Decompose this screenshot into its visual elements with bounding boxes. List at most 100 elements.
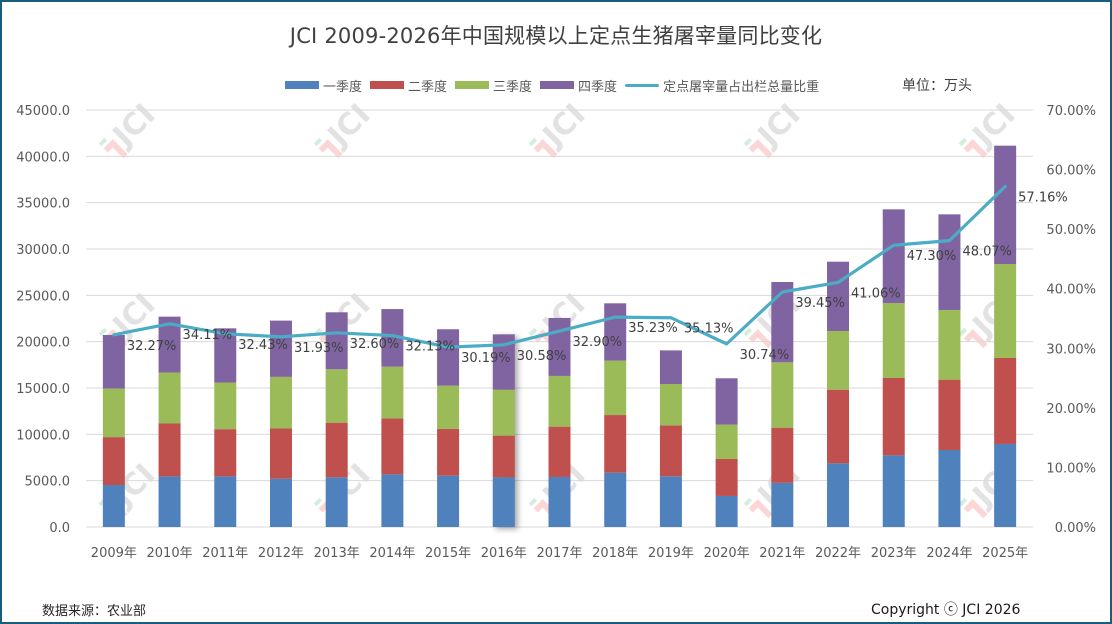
bar-q1 (492, 477, 515, 527)
bar-q1 (381, 474, 404, 527)
watermark-logo-icon: JCI (528, 97, 592, 159)
bar-stack (715, 378, 738, 527)
legend-line-ratio (625, 83, 660, 87)
bar-stack (437, 329, 460, 527)
bar-q1 (659, 476, 682, 527)
ratio-data-label: 35.23% (628, 321, 678, 336)
bar-q3 (771, 362, 794, 428)
x-tick-label: 2013年 (314, 546, 360, 561)
bar-stack (994, 145, 1017, 527)
bar-q2 (158, 423, 181, 477)
bar-q2 (269, 428, 292, 479)
y2-tick-label: 30.00% (1046, 342, 1096, 357)
legend-item-q1: 一季度 (285, 76, 362, 95)
bars (102, 145, 1017, 527)
bar-q3 (437, 385, 460, 429)
bar-q4 (604, 303, 627, 361)
y2-tick-label: 0.00% (1055, 521, 1096, 536)
x-tick-label: 2010年 (147, 546, 193, 561)
y-tick-label: 45000.0 (16, 104, 70, 119)
bar-q4 (492, 334, 515, 390)
bar-q2 (604, 415, 627, 473)
y-axis-left: 0.0 5000.0 10000.0 15000.0 20000.0 25000.0 300… (16, 104, 70, 536)
bar-q3 (269, 376, 292, 429)
ratio-data-label: 31.93% (294, 341, 344, 356)
y-tick-label: 35000.0 (16, 197, 70, 212)
bar-q2 (659, 425, 682, 477)
legend-label-q1: 一季度 (323, 79, 363, 95)
unit-label: 单位：万头 (902, 78, 972, 94)
bar-q1 (102, 485, 125, 527)
y-tick-label: 5000.0 (25, 475, 71, 490)
y2-tick-label: 70.00% (1046, 104, 1096, 119)
bar-q3 (214, 382, 237, 430)
legend: 一季度 二季度 三季度 四季度 定点屠宰量占出栏总量比重 (285, 75, 827, 95)
bar-stack (492, 334, 515, 527)
legend-label-ratio: 定点屠宰量占出栏总量比重 (663, 79, 820, 95)
watermark-logo-icon: JCI (98, 97, 162, 159)
legend-item-q4: 四季度 (540, 76, 617, 95)
ratio-data-label: 32.90% (573, 335, 623, 350)
bar-q4 (882, 209, 905, 304)
y2-tick-label: 60.00% (1046, 164, 1096, 179)
ratio-data-label: 30.19% (461, 351, 511, 366)
bar-stack (882, 209, 905, 527)
bar-q1 (827, 463, 850, 527)
bar-q4 (994, 145, 1017, 265)
ratio-data-label: 35.13% (684, 322, 734, 337)
ratio-data-label: 30.58% (517, 349, 567, 364)
bar-q1 (325, 477, 348, 527)
ratio-data-label: 32.27% (127, 339, 177, 354)
bar-q2 (715, 458, 738, 496)
bar-q1 (715, 495, 738, 527)
bar-q3 (548, 375, 571, 427)
x-tick-label: 2015年 (425, 546, 471, 561)
ratio-data-label: 30.74% (740, 348, 790, 363)
legend-swatch-q4 (540, 81, 575, 89)
bar-q3 (381, 366, 404, 419)
ratio-data-label: 32.13% (405, 340, 455, 355)
bar-q2 (492, 435, 515, 478)
bar-stack (102, 334, 125, 527)
bar-q4 (158, 316, 181, 373)
x-tick-label: 2024年 (926, 546, 972, 561)
y-tick-label: 10000.0 (16, 428, 70, 443)
bar-q4 (269, 320, 292, 377)
bar-q2 (325, 422, 348, 478)
y-tick-label: 40000.0 (16, 150, 70, 165)
bar-q3 (715, 424, 738, 459)
bar-q1 (269, 478, 292, 527)
y2-tick-label: 40.00% (1046, 283, 1096, 298)
bar-q2 (214, 429, 237, 477)
bar-stack (158, 316, 181, 527)
bar-q2 (437, 428, 460, 476)
bar-q4 (771, 281, 794, 363)
ratio-data-label: 41.06% (851, 286, 901, 301)
bar-q1 (938, 449, 961, 527)
legend-label-q3: 三季度 (493, 79, 533, 95)
y-tick-label: 0.0 (49, 521, 70, 536)
x-tick-label: 2014年 (369, 546, 415, 561)
x-tick-label: 2023年 (871, 546, 917, 561)
y-tick-label: 25000.0 (16, 289, 70, 304)
x-tick-label: 2012年 (258, 546, 304, 561)
x-tick-label: 2017年 (536, 546, 582, 561)
bar-q3 (827, 331, 850, 390)
x-tick-label: 2019年 (648, 546, 694, 561)
bar-q2 (938, 379, 961, 450)
ratio-data-label: 34.11% (183, 328, 233, 343)
legend-item-q2: 二季度 (370, 76, 447, 95)
bar-q3 (325, 369, 348, 423)
y2-tick-label: 50.00% (1046, 223, 1096, 238)
y2-tick-label: 10.00% (1046, 461, 1096, 476)
bar-q3 (994, 264, 1017, 358)
bar-stack (381, 309, 404, 527)
x-tick-label: 2020年 (704, 546, 750, 561)
bar-q4 (102, 334, 125, 389)
legend-item-q3: 三季度 (455, 76, 532, 95)
y-axis-right: 0.00% 10.00% 20.00% 30.00% 40.00% 50.00% 60.00… (1046, 104, 1096, 536)
bar-q2 (102, 437, 125, 486)
ratio-line (112, 184, 1007, 349)
